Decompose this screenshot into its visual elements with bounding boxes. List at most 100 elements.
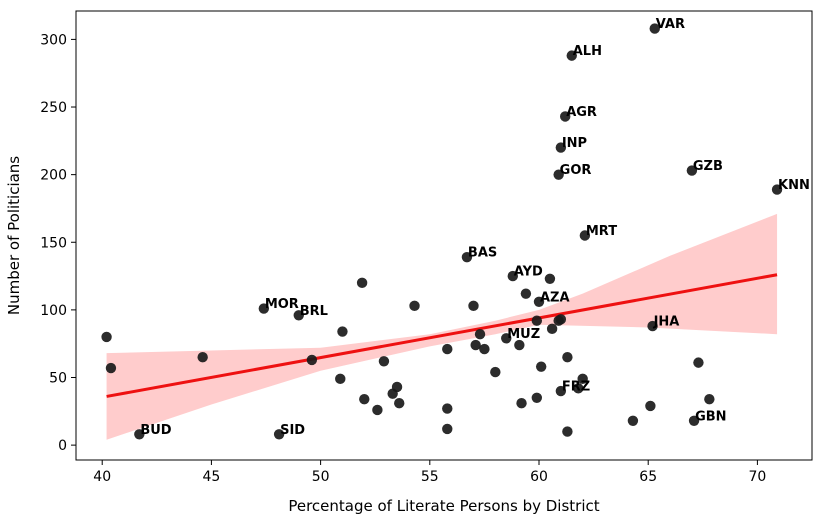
scatter-point	[394, 397, 405, 409]
scatter-point	[359, 393, 370, 405]
scatter-point	[378, 356, 390, 367]
scatter-point	[771, 184, 783, 195]
point-label-mrt: MRT	[586, 224, 617, 239]
point-label-gbn: GBN	[695, 409, 726, 424]
scatter-point	[645, 400, 656, 412]
point-label-aza: AZA	[540, 290, 570, 305]
scatter-point	[105, 362, 117, 374]
scatter-point	[474, 329, 486, 340]
scatter-point	[520, 288, 532, 299]
scatter-point	[555, 385, 567, 397]
scatter-point	[101, 331, 112, 343]
y-tick-label: 100	[40, 303, 67, 319]
scatter-point	[134, 429, 145, 440]
scatter-point	[442, 403, 453, 414]
point-label-brl: BRL	[300, 304, 328, 319]
y-tick-label: 150	[40, 235, 67, 251]
scatter-point	[579, 230, 591, 241]
scatter-point	[258, 303, 270, 314]
scatter-point	[335, 373, 346, 385]
scatter-point	[649, 23, 660, 34]
scatter-point	[546, 323, 558, 335]
scatter-point	[577, 373, 588, 385]
point-label-ayd: AYD	[514, 265, 543, 280]
scatter-point	[686, 165, 698, 176]
point-labels-layer: VAR ALH AGR INP GZB GOR KNN MRT BAS AYD AZA MOR BRL J…	[140, 17, 810, 438]
regression-line	[106, 273, 778, 398]
confidence-band-layer	[106, 213, 778, 440]
scatter-point	[468, 300, 479, 312]
x-tick-label: 50	[312, 469, 330, 485]
x-tick-label: 45	[202, 469, 220, 485]
scatter-point	[273, 429, 285, 440]
scatter-point	[490, 366, 501, 378]
scatter-point	[531, 392, 543, 403]
y-axis-ticks: 0 50 100 150 200 250 300	[40, 32, 76, 454]
scatter-point	[535, 361, 547, 372]
y-tick-label: 200	[40, 168, 67, 184]
y-tick-label: 250	[40, 100, 67, 116]
x-tick-label: 55	[421, 469, 439, 485]
x-tick-label: 60	[530, 469, 548, 485]
scatter-point	[337, 326, 348, 337]
point-label-bas: BAS	[468, 246, 497, 261]
scatter-points-layer	[101, 23, 783, 440]
scatter-point	[306, 354, 318, 366]
x-tick-label: 65	[639, 469, 657, 485]
point-label-mor: MOR	[265, 297, 299, 312]
scatter-point	[553, 169, 564, 180]
x-axis-ticks: 40 45 50 55 60 65 70	[93, 460, 766, 485]
point-label-frz: FRZ	[562, 380, 590, 395]
scatter-point	[372, 404, 383, 416]
scatter-point	[197, 352, 208, 363]
x-tick-label: 40	[93, 469, 111, 485]
confidence-band	[106, 213, 778, 440]
point-label-knn: KNN	[778, 178, 810, 193]
scatter-point	[533, 296, 545, 307]
scatter-point	[555, 142, 567, 153]
regression-line-layer	[106, 273, 778, 398]
x-axis-label: Percentage of Literate Persons by Distri…	[288, 497, 599, 515]
point-label-agr: AGR	[566, 105, 597, 120]
scatter-point	[704, 393, 715, 405]
point-label-alh: ALH	[573, 44, 602, 59]
point-label-inp: INP	[562, 136, 587, 151]
scatter-point	[693, 357, 704, 368]
x-tick-label: 70	[748, 469, 766, 485]
point-label-gor: GOR	[560, 163, 592, 178]
scatter-point	[442, 423, 453, 435]
y-tick-label: 0	[58, 438, 67, 454]
point-label-jha: JHA	[653, 315, 680, 330]
scatter-point	[566, 50, 577, 61]
scatter-point	[531, 315, 543, 326]
point-label-muz: MUZ	[507, 327, 540, 342]
scatter-point	[507, 270, 518, 282]
scatter-point	[516, 397, 527, 409]
point-label-gzb: GZB	[693, 159, 723, 174]
scatter-point	[293, 310, 304, 321]
point-label-sid: SID	[280, 423, 305, 438]
scatter-point	[356, 277, 368, 289]
point-label-bud: BUD	[140, 423, 171, 438]
scatter-point	[391, 381, 403, 393]
scatter-point	[479, 343, 490, 355]
plot-frame	[75, 10, 813, 461]
scatter-point	[627, 415, 639, 426]
scatter-point	[409, 300, 420, 312]
scatter-point	[514, 339, 525, 351]
scatter-point	[501, 333, 512, 344]
scatter-point	[562, 352, 573, 363]
y-tick-label: 300	[40, 32, 67, 48]
scatter-point	[647, 320, 658, 332]
scatter-point	[470, 339, 481, 351]
scatter-point	[442, 343, 453, 355]
scatter-point	[461, 251, 473, 263]
scatter-point	[555, 314, 567, 325]
scatter-point	[562, 426, 573, 437]
scatter-point	[560, 111, 571, 122]
scatter-point	[688, 415, 700, 426]
y-axis-label: Number of Politicians	[5, 156, 23, 315]
point-label-var: VAR	[656, 17, 685, 32]
scatter-point	[544, 273, 556, 284]
